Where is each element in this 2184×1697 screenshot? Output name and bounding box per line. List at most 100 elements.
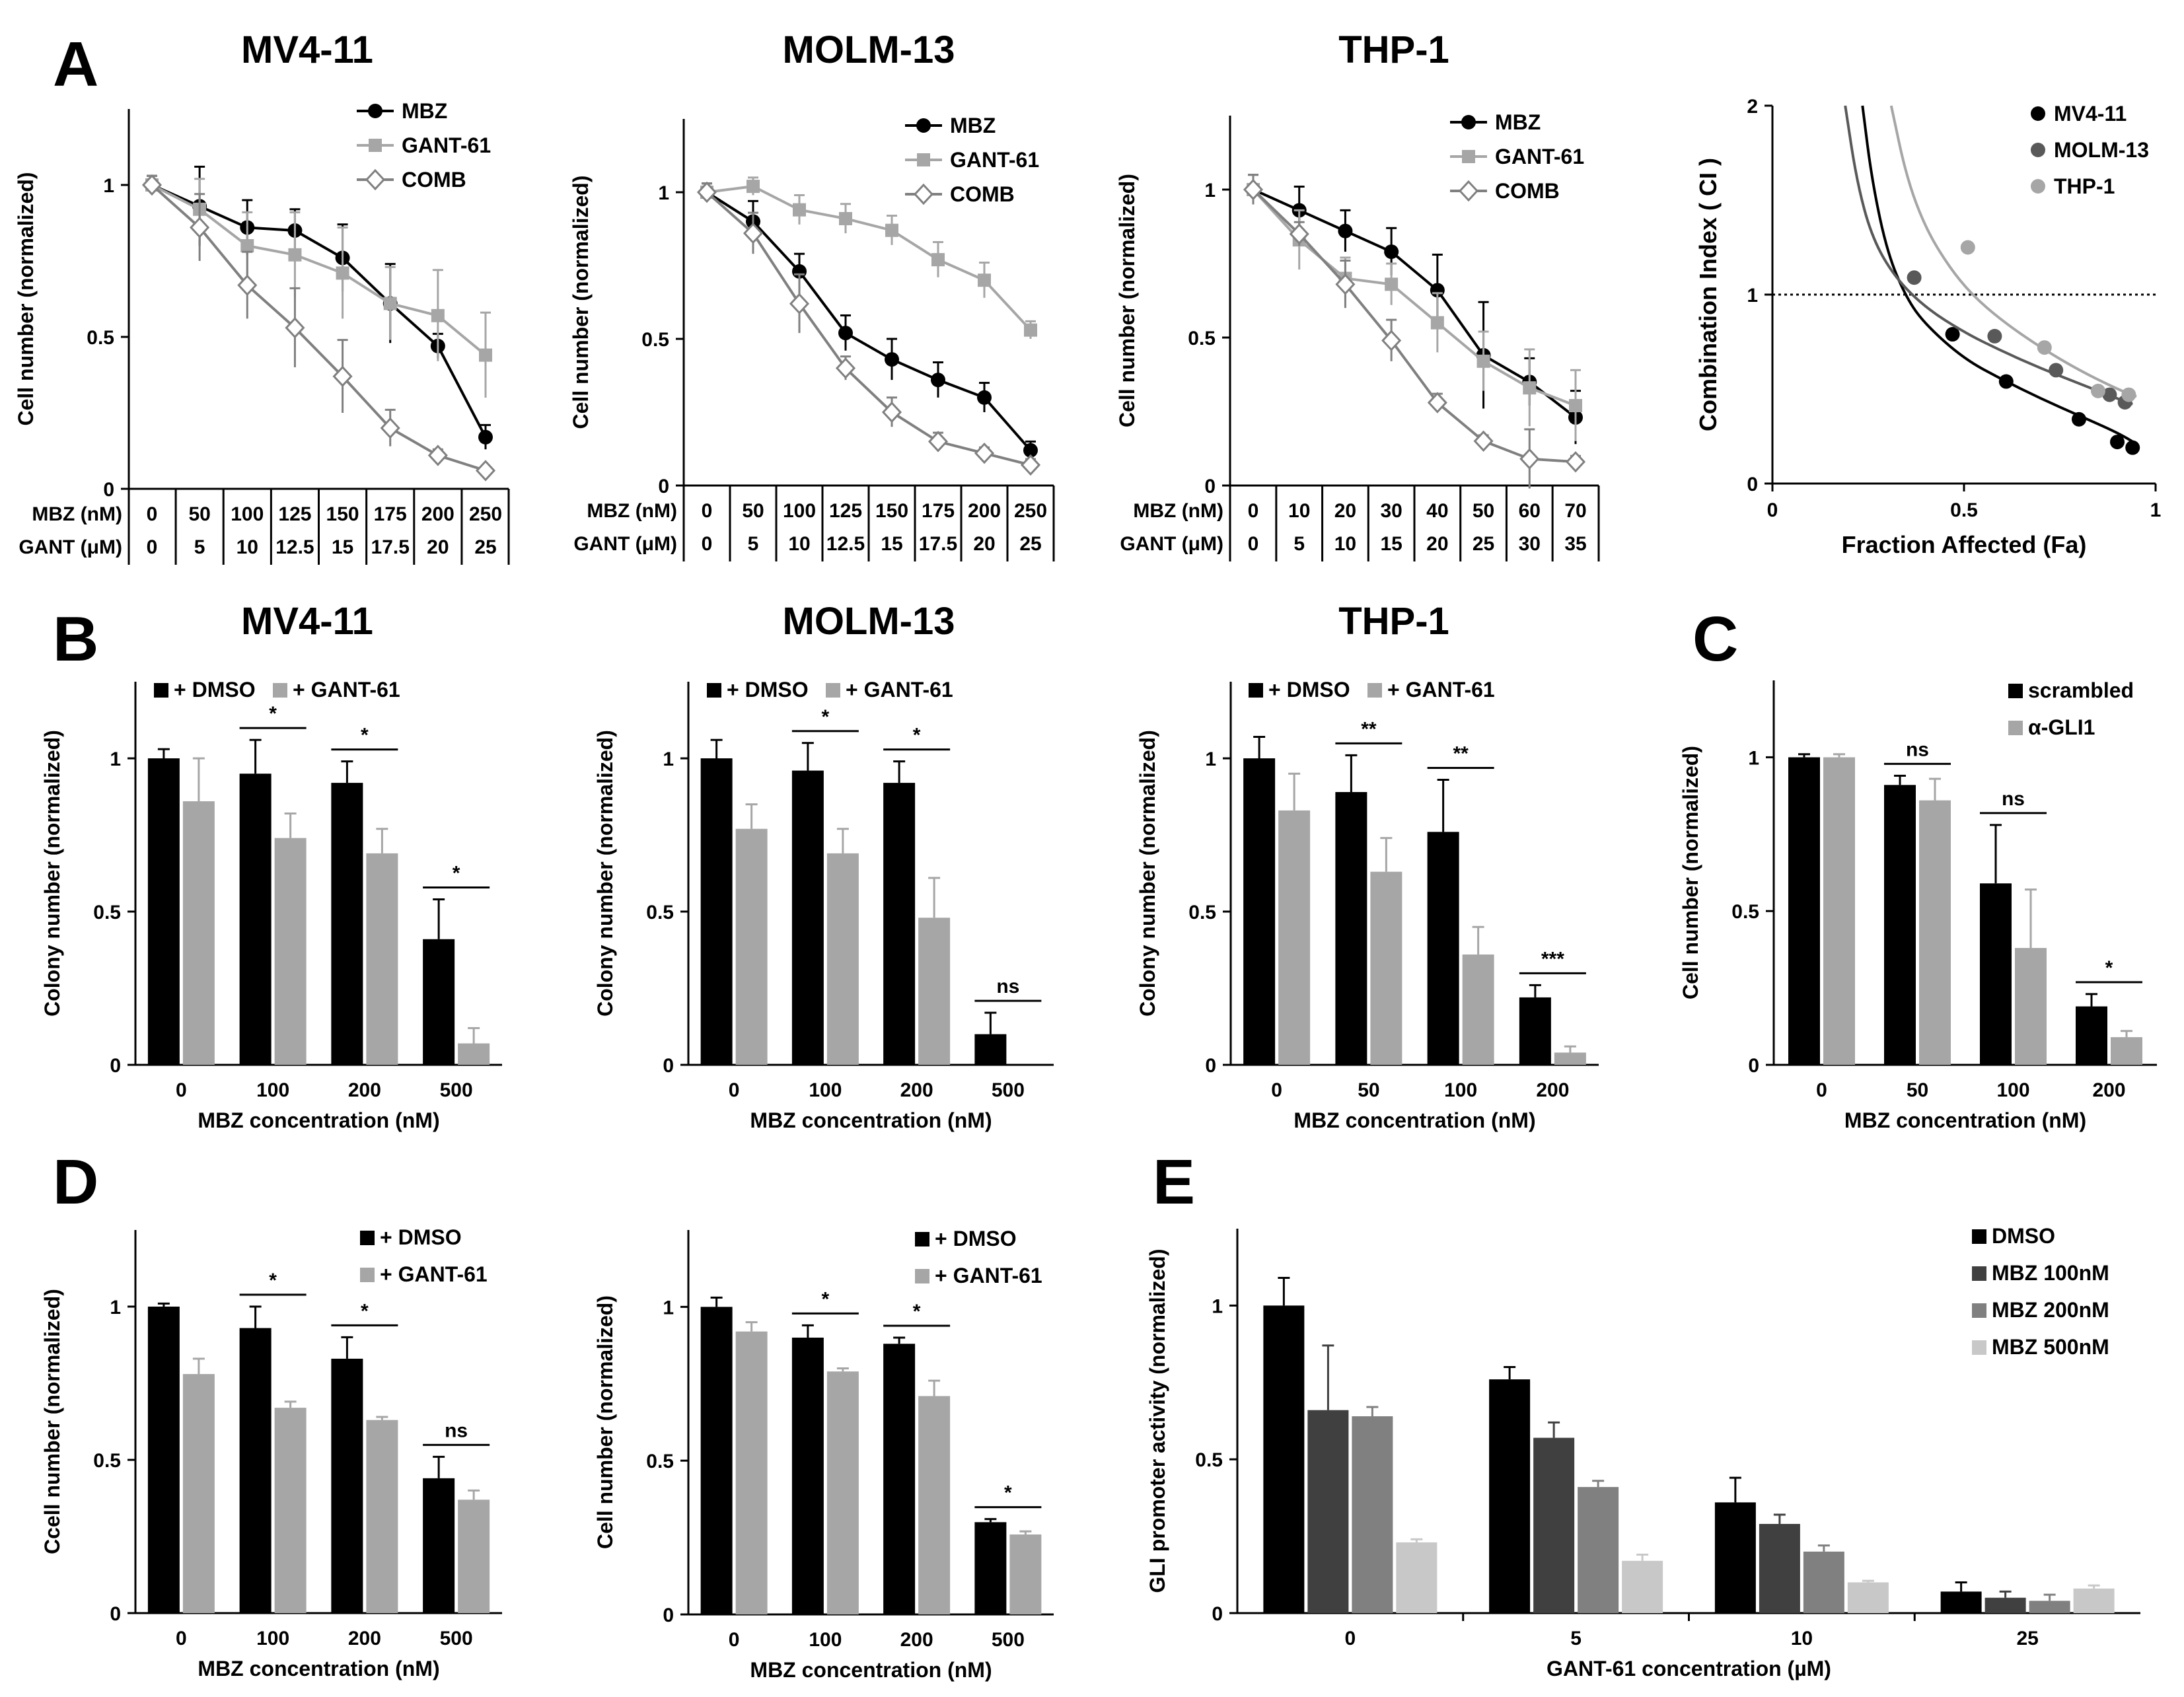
x-tick-label: 500	[992, 1079, 1025, 1101]
bar	[147, 1307, 180, 1613]
chart-a3: THP-1 0 0.5 1 Cell number (normalized) MBZ GAN…	[1115, 28, 1600, 561]
legend-marker	[2031, 106, 2045, 121]
table-cell-mbz: 60	[1519, 500, 1541, 522]
table-cell-gant: 0	[147, 536, 158, 558]
data-point	[240, 239, 254, 252]
panel-letter-a: A	[53, 29, 98, 100]
series-line	[151, 184, 487, 357]
significance-label: ***	[1541, 948, 1564, 970]
y-tick-label: 0	[663, 1605, 674, 1626]
bar	[423, 939, 455, 1065]
series-gant-61	[1278, 772, 1586, 1065]
series-dmso	[700, 1296, 1007, 1614]
legend-marker	[1458, 180, 1479, 202]
table-cell-mbz: 50	[742, 500, 764, 522]
legend-label: THP-1	[2054, 174, 2115, 198]
series-dmso	[147, 739, 455, 1065]
data-point	[431, 308, 445, 322]
data-point	[332, 365, 353, 388]
x-tick-label: 0	[1271, 1079, 1282, 1101]
bar	[458, 1043, 490, 1065]
bar	[1759, 1523, 1800, 1613]
data-point	[1427, 392, 1447, 414]
data-point	[838, 326, 853, 341]
bar	[791, 1337, 824, 1614]
data-point	[1960, 240, 1975, 255]
bar	[1622, 1560, 1663, 1613]
table-cell-mbz: 0	[702, 500, 713, 522]
y-axis-label: Cell number (normalized)	[569, 175, 593, 429]
y-tick-label: 0	[1747, 474, 1758, 495]
y-axis-label: Colony number (normalized)	[40, 730, 64, 1017]
bar	[2029, 1601, 2070, 1613]
table-cell-mbz: 175	[374, 503, 407, 525]
x-tick-label: 50	[1358, 1079, 1379, 1101]
table-row-label: GANT (μM)	[573, 533, 677, 555]
bar	[1823, 757, 1855, 1065]
legend-swatch	[1972, 1266, 1986, 1281]
chart-a1: MV4-11 0 0.5 1 Cell number (normalized) MBZ GA…	[14, 28, 510, 565]
y-tick-label: 0	[1204, 476, 1216, 497]
x-axis-label: Fraction Affected (Fa)	[1842, 531, 2087, 558]
legend-label: MV4-11	[2054, 102, 2127, 126]
table-cell-mbz: 20	[1334, 500, 1356, 522]
panel-letter-b: B	[53, 604, 98, 674]
y-tick-label: 2	[1747, 96, 1758, 118]
chart-title: MOLM-13	[783, 600, 955, 643]
y-tick-label: 1	[1212, 1295, 1223, 1317]
bar	[1940, 1591, 1982, 1613]
y-tick-label: 0	[663, 1055, 674, 1077]
data-point	[746, 180, 760, 194]
series-gant-61	[735, 1321, 1042, 1614]
legend-label: MBZ 500nM	[1992, 1335, 2109, 1359]
data-point	[974, 442, 995, 464]
significance-label: ns	[2002, 788, 2025, 810]
data-point	[1384, 244, 1399, 260]
y-axis-label: Ccell number (normalized)	[40, 1289, 64, 1554]
data-point	[2091, 383, 2105, 398]
data-point	[141, 174, 163, 196]
bar	[366, 1420, 398, 1613]
y-tick-label: 0.5	[93, 902, 121, 923]
y-tick-label: 0.5	[93, 1450, 121, 1472]
series-line	[1252, 188, 1576, 464]
chart-e: 0 0.5 1 GLI promoter activity (normalized) 0…	[1146, 1224, 2140, 1680]
data-point	[1024, 323, 1037, 337]
bar	[2076, 1006, 2107, 1065]
y-axis-label: GLI promoter activity (normalized)	[1146, 1249, 1169, 1593]
bar	[274, 1408, 307, 1613]
series-line	[706, 191, 1032, 452]
bar	[1263, 1305, 1305, 1613]
series-molm-13	[1844, 105, 2133, 410]
y-axis-label: Cell number (normalized)	[593, 1295, 617, 1549]
chart-c: 0 0.5 1 Cell number (normalized) 0 50 100 200 ns…	[1679, 678, 2157, 1132]
bar	[2073, 1588, 2115, 1613]
x-axis-label: MBZ concentration (nM)	[1293, 1108, 1535, 1132]
table-cell-gant: 30	[1519, 533, 1541, 555]
data-point	[1523, 381, 1537, 395]
data-point	[1476, 354, 1490, 368]
legend-swatch	[1972, 1303, 1986, 1318]
series-gant-61	[735, 803, 951, 1065]
x-tick-label: 0.5	[1950, 499, 1978, 521]
x-tick-label: 1	[2150, 499, 2162, 521]
table-cell-gant: 5	[1293, 533, 1305, 555]
legend-label: MBZ 100nM	[1992, 1261, 2109, 1285]
y-tick-label: 0	[1212, 1603, 1223, 1625]
table-row-label: GANT (μM)	[18, 536, 122, 558]
series-mbz-200nm	[1352, 1406, 2070, 1613]
data-point	[380, 417, 400, 439]
significance-label: *	[361, 725, 369, 746]
table-row-label: GANT (μM)	[1120, 533, 1223, 555]
legend-label: GANT-61	[1495, 145, 1584, 168]
bar	[1788, 757, 1820, 1065]
data-point	[285, 316, 305, 339]
chart-b3: THP-1 0 0.5 1 Colony number (normalized) 0 50 1…	[1136, 600, 1599, 1132]
table-cell-mbz: 0	[147, 503, 158, 525]
table-row-label: MBZ (nM)	[32, 503, 122, 525]
bar	[735, 1331, 768, 1614]
table-cell-gant: 10	[237, 536, 258, 558]
y-axis-label: Cell number (normalized)	[1679, 746, 1702, 999]
fit-curve	[1861, 105, 2138, 445]
data-point	[427, 445, 448, 466]
